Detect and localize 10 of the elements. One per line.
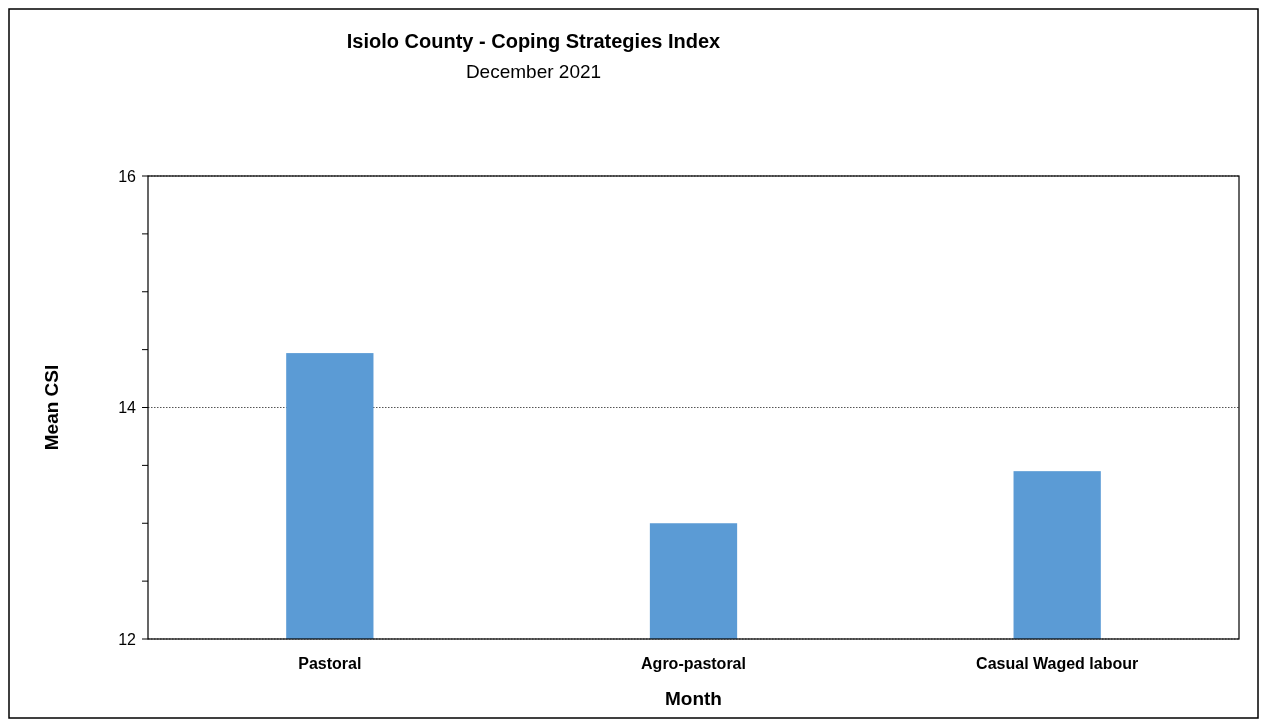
chart-title: Isiolo County - Coping Strategies Index [346, 30, 721, 52]
x-tick-label: Casual Waged labour [976, 655, 1139, 672]
y-axis-title: Mean CSI [41, 364, 62, 451]
chart-subtitle: December 2021 [465, 61, 602, 82]
x-axis-title: Month [665, 688, 722, 709]
x-tick-label: Pastoral [298, 655, 362, 672]
y-tick-label: 12 [118, 630, 137, 648]
y-tick-label: 16 [118, 167, 137, 185]
x-tick-label: Agro-pastoral [641, 655, 746, 672]
y-tick-label: 14 [118, 399, 137, 417]
